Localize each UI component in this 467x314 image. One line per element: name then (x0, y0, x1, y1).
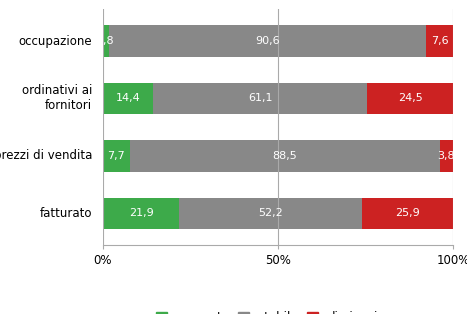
Bar (103, 83, 153, 114)
Text: 3,8: 3,8 (438, 151, 455, 161)
Bar (103, 25, 109, 57)
Bar (103, 198, 179, 229)
Bar (130, 140, 440, 172)
Legend: aumento, stabile, diminuzione: aumento, stabile, diminuzione (151, 306, 404, 314)
Bar (153, 83, 367, 114)
Bar (367, 83, 453, 114)
Text: 52,2: 52,2 (259, 208, 283, 218)
Text: 7,7: 7,7 (107, 151, 125, 161)
Text: 1,8: 1,8 (97, 36, 115, 46)
Text: 7,6: 7,6 (431, 36, 448, 46)
Text: 21,9: 21,9 (129, 208, 154, 218)
Bar (179, 198, 362, 229)
Text: 88,5: 88,5 (272, 151, 297, 161)
Bar (440, 140, 453, 172)
Text: 14,4: 14,4 (116, 94, 140, 103)
Bar (103, 140, 130, 172)
Text: 90,6: 90,6 (255, 36, 280, 46)
Text: 61,1: 61,1 (248, 94, 272, 103)
Bar (109, 25, 426, 57)
Bar (362, 198, 453, 229)
Text: 24,5: 24,5 (398, 94, 423, 103)
Bar (426, 25, 453, 57)
Text: 25,9: 25,9 (395, 208, 420, 218)
